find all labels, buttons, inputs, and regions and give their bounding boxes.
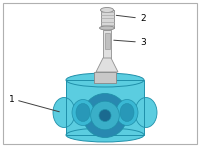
Bar [101, 10, 114, 28]
Bar [94, 72, 116, 83]
Text: 3: 3 [140, 37, 146, 46]
Ellipse shape [101, 7, 114, 12]
Bar [66, 80, 144, 135]
Ellipse shape [99, 110, 111, 122]
Ellipse shape [72, 100, 94, 126]
Ellipse shape [116, 100, 138, 126]
Ellipse shape [135, 97, 157, 127]
Ellipse shape [120, 103, 134, 122]
Ellipse shape [66, 128, 144, 142]
Bar [105, 33, 110, 49]
Bar [103, 30, 111, 58]
Ellipse shape [53, 97, 75, 127]
Ellipse shape [100, 26, 115, 30]
Bar [66, 80, 144, 135]
Text: 2: 2 [140, 14, 146, 22]
Text: 1: 1 [9, 96, 15, 105]
Ellipse shape [83, 93, 127, 137]
Ellipse shape [91, 101, 119, 130]
Ellipse shape [66, 73, 144, 87]
Polygon shape [96, 58, 118, 72]
Ellipse shape [76, 103, 90, 122]
